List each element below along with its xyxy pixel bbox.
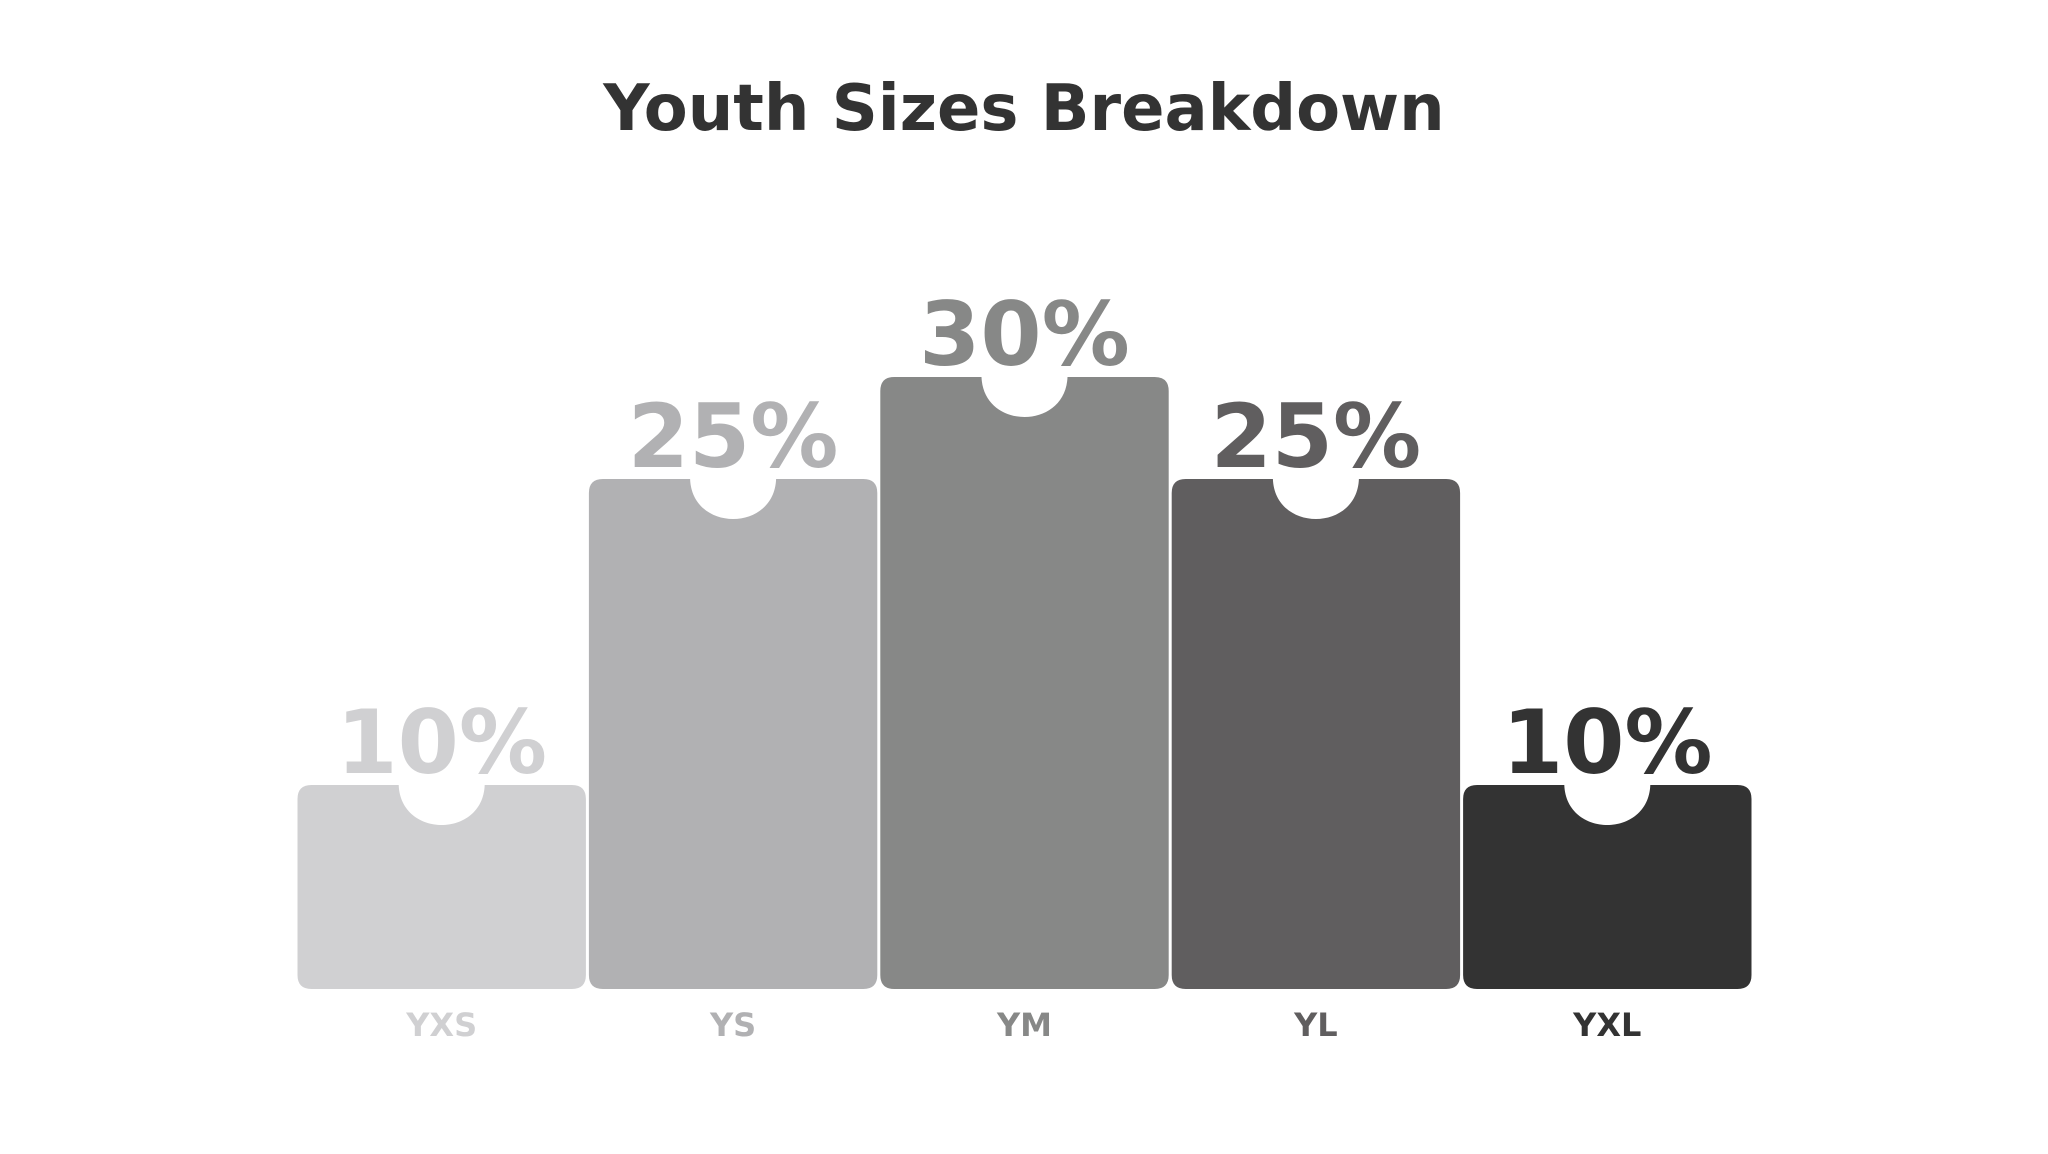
category-label: YM xyxy=(996,1006,1052,1044)
value-label: 10% xyxy=(1502,691,1713,794)
chart-title: Youth Sizes Breakdown xyxy=(602,72,1444,146)
category-label: YXS xyxy=(405,1006,477,1044)
value-label: 25% xyxy=(1211,385,1422,488)
category-label: YS xyxy=(709,1006,756,1044)
category-label: YL xyxy=(1293,1006,1338,1044)
bar xyxy=(1171,479,1461,989)
value-label: 25% xyxy=(628,385,839,488)
bar xyxy=(1463,785,1752,989)
bar xyxy=(588,479,878,989)
bar xyxy=(880,377,1169,989)
value-label: 30% xyxy=(919,283,1130,386)
bar xyxy=(297,785,586,989)
category-label: YXL xyxy=(1572,1006,1641,1044)
value-label: 10% xyxy=(336,691,547,794)
